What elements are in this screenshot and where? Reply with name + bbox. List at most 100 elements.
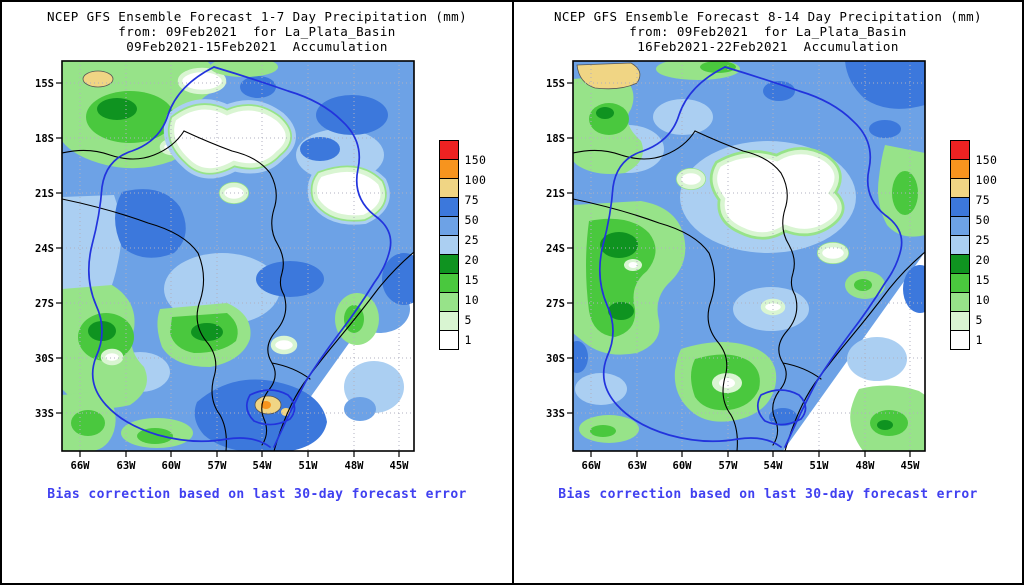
lat-tick-label: 33S: [35, 408, 54, 420]
lat-tick-label: 30S: [35, 353, 54, 365]
lon-tick-label: 63W: [116, 460, 136, 472]
lon-tick-label: 66W: [581, 460, 601, 472]
legend-label: 100: [464, 173, 487, 187]
legend-label: 25: [975, 233, 990, 247]
country-borders: [61, 130, 414, 451]
map-area: 15S 18S 21S 24S 27S 30S 33S 66W 63W 60W …: [533, 57, 1004, 475]
legend-label: 5: [464, 313, 472, 327]
lat-tick-label: 33S: [546, 408, 565, 420]
lon-tick-label: 48W: [344, 460, 364, 472]
title-line-3: 16Feb2021-22Feb2021 Accumulation: [637, 39, 899, 54]
legend-swatch: [438, 197, 459, 217]
panel-forecast-8-14-day: NCEP GFS Ensemble Forecast 8-14 Day Prec…: [512, 2, 1022, 583]
lat-tick-label: 15S: [35, 78, 54, 90]
legend-swatch: [438, 159, 459, 179]
legend-swatch: [949, 273, 970, 293]
legend-swatch: [438, 140, 459, 160]
lat-tick-label: 21S: [546, 188, 565, 200]
lat-tick-label: 18S: [546, 133, 565, 145]
lat-axis: 15S 18S 21S 24S 27S 30S 33S: [546, 78, 565, 420]
legend-label: 75: [464, 193, 479, 207]
lon-tick-label: 48W: [855, 460, 875, 472]
legend-label: 1: [975, 333, 983, 347]
legend-swatch-column: [438, 140, 459, 350]
legend-swatch: [438, 292, 459, 312]
lat-axis: 15S 18S 21S 24S 27S 30S 33S: [35, 78, 54, 420]
legend-label: 1: [464, 333, 472, 347]
grid-lines: [61, 61, 414, 451]
map-frame: [571, 60, 926, 452]
map-frame: [60, 60, 415, 452]
precip-map-1-7: 15S 18S 21S 24S 27S 30S 33S 66W 63W 60W …: [35, 60, 415, 472]
legend-swatch: [438, 330, 459, 350]
lon-tick-label: 60W: [672, 460, 692, 472]
legend-swatch: [949, 216, 970, 236]
lat-tick-label: 27S: [35, 298, 54, 310]
bias-correction-caption: Bias correction based on last 30-day for…: [558, 487, 978, 502]
legend-swatch: [949, 159, 970, 179]
lon-tick-label: 54W: [763, 460, 783, 472]
axis-ticks: [55, 82, 400, 457]
bias-correction-caption: Bias correction based on last 30-day for…: [47, 487, 467, 502]
legend-swatch: [438, 216, 459, 236]
basin-outline: [87, 66, 391, 448]
title-line-3: 09Feb2021-15Feb2021 Accumulation: [126, 39, 388, 54]
lat-tick-label: 15S: [546, 78, 565, 90]
legend-swatch: [438, 273, 459, 293]
precip-shading: [572, 61, 925, 451]
lon-tick-label: 57W: [207, 460, 227, 472]
legend-label: 15: [975, 273, 990, 287]
lat-tick-label: 18S: [35, 133, 54, 145]
title-line-2: from: 09Feb2021 for La_Plata_Basin: [118, 24, 396, 39]
legend-label: 20: [975, 253, 990, 267]
lon-tick-label: 45W: [389, 460, 409, 472]
legend-label: 150: [464, 153, 487, 167]
lon-tick-label: 57W: [718, 460, 738, 472]
lat-tick-label: 24S: [546, 243, 565, 255]
basin-outline: [598, 66, 902, 448]
precip-map-8-14: 15S 18S 21S 24S 27S 30S 33S 66W 63W 60W …: [546, 60, 926, 472]
legend-swatch: [438, 254, 459, 274]
title-line-1: NCEP GFS Ensemble Forecast 1-7 Day Preci…: [46, 9, 468, 24]
legend-label: 20: [464, 253, 479, 267]
axis-ticks: [566, 82, 911, 457]
map-area: 15S 18S 21S 24S 27S 30S 33S 66W 63W 60W …: [22, 57, 493, 475]
grid-lines: [572, 61, 925, 451]
legend-swatch: [949, 330, 970, 350]
title-line-1: NCEP GFS Ensemble Forecast 8-14 Day Prec…: [554, 9, 982, 24]
lat-tick-label: 30S: [546, 353, 565, 365]
legend-label: 50: [975, 213, 990, 227]
lon-tick-label: 51W: [298, 460, 318, 472]
precip-color-legend: 150 100 75 50 25 20 15 10 5 1: [437, 140, 493, 364]
legend-swatch: [949, 292, 970, 312]
legend-swatch: [949, 140, 970, 160]
lon-tick-label: 63W: [627, 460, 647, 472]
precip-color-legend: 150 100 75 50 25 20 15 10 5 1: [948, 140, 1004, 364]
legend-swatch: [949, 235, 970, 255]
lat-tick-label: 24S: [35, 243, 54, 255]
panel-forecast-1-7-day: NCEP GFS Ensemble Forecast 1-7 Day Preci…: [2, 2, 512, 583]
lon-tick-label: 54W: [252, 460, 272, 472]
legend-label: 50: [464, 213, 479, 227]
legend-label: 25: [464, 233, 479, 247]
legend-swatch: [949, 197, 970, 217]
legend-label: 75: [975, 193, 990, 207]
legend-label: 100: [975, 173, 998, 187]
legend-swatch: [438, 235, 459, 255]
legend-label: 15: [464, 273, 479, 287]
lon-axis: 66W 63W 60W 57W 54W 51W 48W 45W: [581, 460, 920, 472]
lon-tick-label: 66W: [70, 460, 90, 472]
lat-tick-label: 27S: [546, 298, 565, 310]
precip-shading: [61, 61, 414, 451]
legend-swatch: [438, 178, 459, 198]
legend-swatch: [438, 311, 459, 331]
legend-swatch: [949, 178, 970, 198]
legend-label: 5: [975, 313, 983, 327]
legend-swatch-column: [949, 140, 970, 350]
lon-tick-label: 45W: [900, 460, 920, 472]
country-borders: [572, 130, 925, 451]
legend-label: 10: [464, 293, 479, 307]
title-line-2: from: 09Feb2021 for La_Plata_Basin: [629, 24, 907, 39]
legend-label: 10: [975, 293, 990, 307]
